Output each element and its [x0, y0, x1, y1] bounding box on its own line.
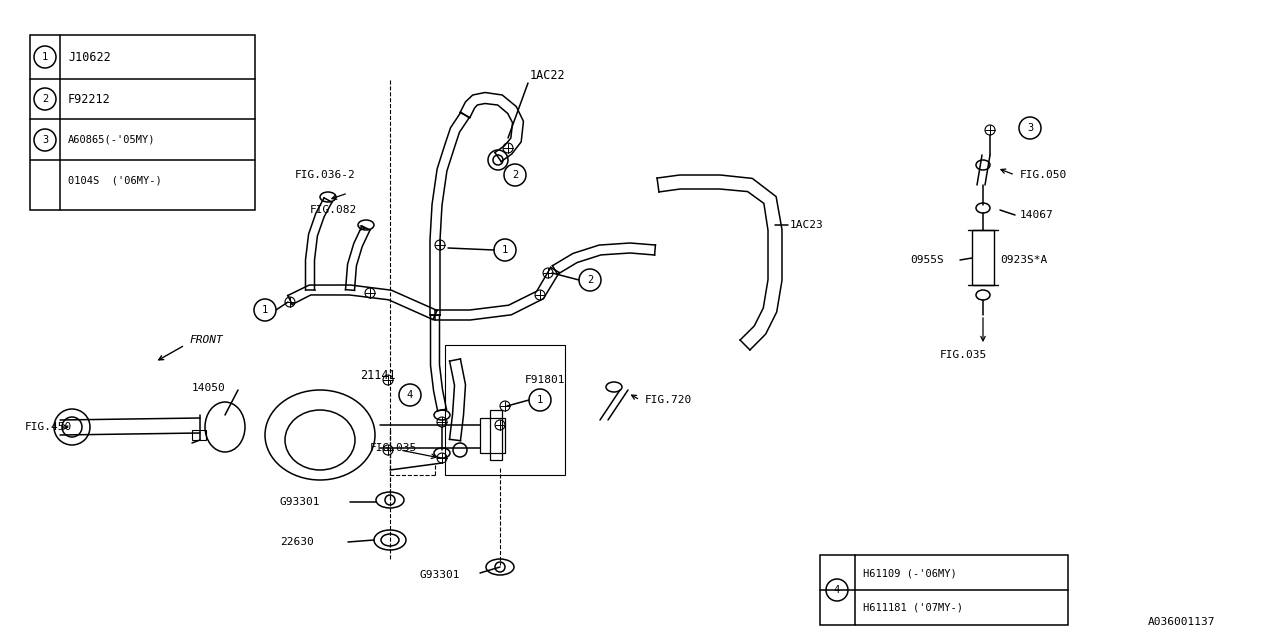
Text: 4: 4 — [833, 585, 840, 595]
Text: 0955S: 0955S — [910, 255, 943, 265]
Text: FIG.720: FIG.720 — [645, 395, 692, 405]
Text: FIG.050: FIG.050 — [1020, 170, 1068, 180]
Text: 1: 1 — [262, 305, 268, 315]
Text: H61109 (-'06MY): H61109 (-'06MY) — [863, 568, 956, 578]
Text: 21141: 21141 — [360, 369, 396, 381]
Text: 2: 2 — [512, 170, 518, 180]
Text: G93301: G93301 — [280, 497, 320, 507]
Text: A036001137: A036001137 — [1147, 617, 1215, 627]
Text: A60865(-'05MY): A60865(-'05MY) — [68, 134, 155, 144]
Text: FIG.035: FIG.035 — [940, 350, 987, 360]
Bar — [490, 410, 502, 460]
Text: F92212: F92212 — [68, 93, 111, 106]
Text: 14067: 14067 — [1020, 210, 1053, 220]
Text: FRONT: FRONT — [189, 335, 224, 345]
Bar — [972, 230, 995, 285]
Text: G93301: G93301 — [420, 570, 461, 580]
Bar — [820, 555, 1068, 625]
Bar — [29, 35, 255, 210]
Text: 0923S*A: 0923S*A — [1000, 255, 1047, 265]
Text: 1: 1 — [502, 245, 508, 255]
Bar — [192, 430, 206, 440]
Bar — [445, 345, 564, 475]
Text: 1: 1 — [42, 52, 49, 62]
Text: 3: 3 — [42, 135, 49, 145]
Text: 1: 1 — [536, 395, 543, 405]
Text: F91801: F91801 — [525, 375, 566, 385]
Text: 2: 2 — [586, 275, 593, 285]
Text: 22630: 22630 — [280, 537, 314, 547]
Text: FIG.036-2: FIG.036-2 — [294, 170, 356, 180]
Bar — [480, 418, 506, 453]
Text: 14050: 14050 — [192, 383, 225, 393]
Text: 4: 4 — [407, 390, 413, 400]
Text: J10622: J10622 — [68, 51, 111, 63]
Text: FIG.082: FIG.082 — [310, 205, 357, 215]
Text: 1AC23: 1AC23 — [790, 220, 824, 230]
Text: 3: 3 — [1027, 123, 1033, 133]
Text: 2: 2 — [42, 94, 49, 104]
Text: 1AC22: 1AC22 — [530, 68, 566, 81]
Text: FIG.450: FIG.450 — [26, 422, 72, 432]
Text: 0104S  ('06MY-): 0104S ('06MY-) — [68, 175, 161, 185]
Text: H611181 ('07MY-): H611181 ('07MY-) — [863, 603, 963, 613]
Text: FIG.035: FIG.035 — [370, 443, 417, 453]
